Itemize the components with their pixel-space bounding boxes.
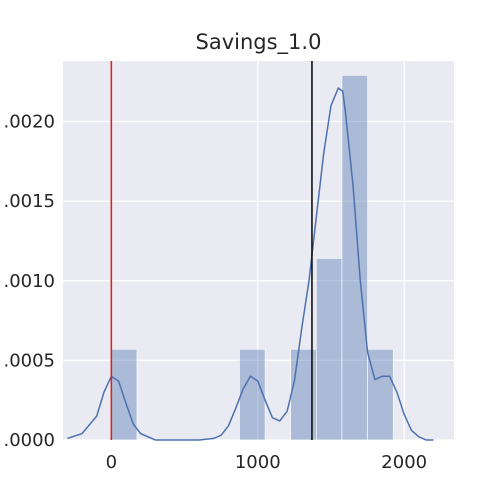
chart-title: Savings_1.0 <box>196 30 322 55</box>
y-tick-label: .0010 <box>3 271 55 292</box>
x-tick-label: 2000 <box>381 452 427 473</box>
histogram-bar <box>367 348 394 441</box>
x-tick-label: 1000 <box>235 452 281 473</box>
y-axis-ticks: .0000 .0005 .0010 .0015 .0020 <box>3 112 55 451</box>
y-tick-label: .0020 <box>3 112 55 133</box>
histogram-bar <box>341 75 368 441</box>
y-tick-label: .0015 <box>3 191 55 212</box>
histogram-bar <box>111 348 138 441</box>
y-tick-label: .0005 <box>3 350 55 371</box>
kde-curve <box>67 86 434 441</box>
y-tick-label: .0000 <box>3 430 55 451</box>
x-tick-label: 0 <box>106 452 117 473</box>
histogram-bar <box>316 258 343 441</box>
x-axis-ticks: 0 1000 2000 <box>106 452 428 473</box>
histogram-bar <box>239 348 266 441</box>
reference-lines <box>110 61 313 440</box>
